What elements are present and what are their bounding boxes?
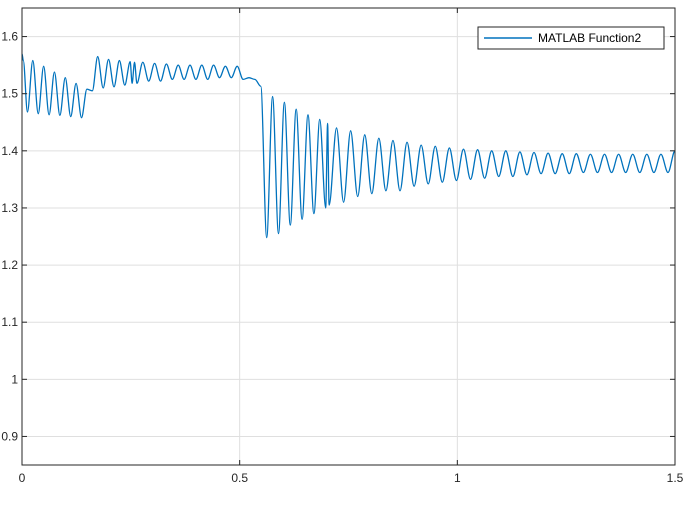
y-tick-label: 1.6 xyxy=(1,30,18,44)
x-tick-label: 0 xyxy=(19,471,26,485)
y-tick-label: 0.9 xyxy=(1,429,18,443)
x-tick-labels: 0 0.5 1 1.5 xyxy=(19,471,684,485)
x-tick-label: 1 xyxy=(454,471,461,485)
axes-box xyxy=(21,7,676,466)
y-tick-label: 1.4 xyxy=(1,144,18,158)
y-tick-label: 1.5 xyxy=(1,87,18,101)
plot-area xyxy=(22,8,675,465)
legend-box xyxy=(477,26,665,50)
legend: MATLAB Function2 xyxy=(477,26,665,50)
series-line xyxy=(21,53,676,239)
ticks xyxy=(21,8,676,465)
x-tick-label: 1.5 xyxy=(667,471,684,485)
legend-label: MATLAB Function2 xyxy=(538,31,641,45)
y-tick-labels: 0.9 1 1.1 1.2 1.3 1.4 1.5 1.6 xyxy=(1,30,18,444)
x-tick-label: 0.5 xyxy=(231,471,248,485)
y-tick-label: 1.1 xyxy=(1,315,18,329)
y-tick-label: 1 xyxy=(11,372,18,386)
y-tick-label: 1.2 xyxy=(1,258,18,272)
y-tick-label: 1.3 xyxy=(1,201,18,215)
series-layer xyxy=(21,53,676,239)
